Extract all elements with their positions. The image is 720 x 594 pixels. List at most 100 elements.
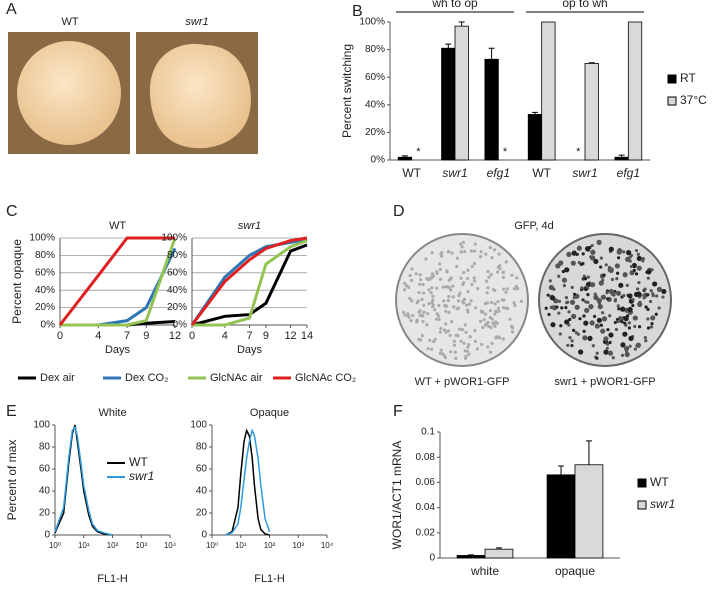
colony-dot — [410, 299, 414, 303]
colony-dot — [489, 272, 493, 277]
colony-dot — [430, 347, 434, 351]
colony-dot — [446, 250, 450, 254]
colony — [149, 43, 251, 149]
colony-dot — [627, 321, 631, 325]
colony-dot — [618, 282, 624, 288]
x-tick-label: swr1 — [572, 166, 597, 180]
colony-dot — [459, 339, 463, 343]
colony-dot — [648, 299, 653, 304]
colony-dot — [438, 267, 442, 271]
colony-dot — [425, 323, 429, 327]
x-tick-label: opaque — [555, 564, 595, 578]
y-tick-label: 60 — [196, 464, 208, 475]
colony-dot — [577, 245, 581, 250]
colony-dot — [418, 313, 422, 318]
colony-dot — [655, 294, 659, 298]
colony-dot — [419, 278, 423, 282]
y-tick-label: 0% — [173, 320, 188, 331]
colony — [17, 41, 121, 145]
colony-dot — [466, 343, 471, 347]
x-tick-label: efg1 — [487, 166, 510, 180]
y-tick-label: 100 — [190, 420, 207, 431]
colony-dot — [457, 327, 462, 331]
colony-dot — [441, 285, 445, 289]
y-tick-label: 0% — [41, 320, 56, 331]
colony-dot — [594, 323, 600, 329]
colony-dot — [454, 356, 458, 360]
line — [54, 425, 113, 536]
colony-dot — [625, 352, 629, 356]
colony-dot — [602, 273, 606, 277]
colony-dot — [614, 263, 620, 269]
colony-dot — [644, 339, 648, 343]
x-axis-label: FL1-H — [254, 573, 285, 585]
colony-dot — [493, 312, 497, 316]
line — [225, 428, 271, 536]
caption: swr1 — [185, 16, 208, 28]
value-label: * — [576, 146, 581, 158]
line — [190, 236, 308, 326]
y-tick-label: 0.08 — [416, 452, 436, 463]
colony-dot — [431, 304, 435, 309]
colony-dot — [409, 278, 414, 283]
colony-dot — [631, 298, 635, 302]
colony-dot — [557, 311, 561, 315]
colony-dot — [455, 307, 459, 311]
colony-dot — [490, 341, 494, 345]
colony-dot — [596, 298, 602, 304]
colony-dot — [459, 242, 463, 246]
bar — [584, 63, 599, 161]
colony-dot — [479, 250, 483, 254]
colony-dot — [582, 329, 586, 333]
colony-dot — [608, 340, 612, 345]
colony-dot — [462, 297, 467, 301]
colonies — [401, 239, 667, 360]
colony-dot — [462, 341, 466, 345]
colony-dot — [444, 285, 448, 289]
colony-dot — [431, 294, 435, 298]
colony-dot — [657, 306, 661, 310]
colony-dot — [483, 312, 488, 316]
y-tick-label: 100% — [29, 233, 55, 244]
bar — [397, 156, 413, 161]
colony-dot — [424, 257, 428, 261]
caption: WT + pWOR1-GFP — [415, 376, 510, 388]
colony-dot — [443, 356, 448, 360]
y-tick-label: 20% — [35, 302, 55, 313]
colony-dot — [628, 344, 632, 348]
colony-dot — [466, 308, 470, 312]
colony-dot — [403, 281, 407, 285]
colony-dot — [466, 290, 470, 294]
x-tick-label: efg1 — [617, 166, 640, 180]
colony-dot — [582, 335, 588, 341]
colony-dot — [574, 304, 580, 310]
colony-dot — [572, 328, 576, 333]
colony-dot — [570, 339, 574, 343]
x-axis-label: Days — [237, 344, 263, 356]
bar — [546, 474, 576, 559]
colony-dot — [632, 315, 638, 321]
colony-dot — [547, 312, 551, 317]
colony-dot — [629, 264, 634, 269]
y-tick-label: 0.06 — [416, 477, 436, 488]
colony-dot — [603, 336, 609, 342]
x-tick-label: 9 — [263, 330, 269, 342]
colony-dot — [571, 250, 577, 256]
colony-dot — [426, 347, 430, 351]
colony-dot — [586, 275, 590, 279]
colony-dot — [512, 301, 516, 305]
colony-dot — [486, 286, 490, 290]
colony-dot — [646, 276, 650, 280]
colony-dot — [564, 267, 570, 273]
colony-dot — [452, 305, 456, 309]
panel-label: A — [6, 1, 17, 18]
colony-dot — [587, 335, 593, 342]
colony-dot — [561, 269, 565, 274]
colony-dot — [484, 279, 489, 283]
colony-dot — [584, 307, 590, 314]
chart-title: White — [98, 407, 126, 419]
colony-dot — [408, 273, 412, 278]
x-tick-label: 0 — [57, 330, 63, 342]
colony-dot — [470, 282, 474, 287]
colony-dot — [480, 309, 484, 313]
